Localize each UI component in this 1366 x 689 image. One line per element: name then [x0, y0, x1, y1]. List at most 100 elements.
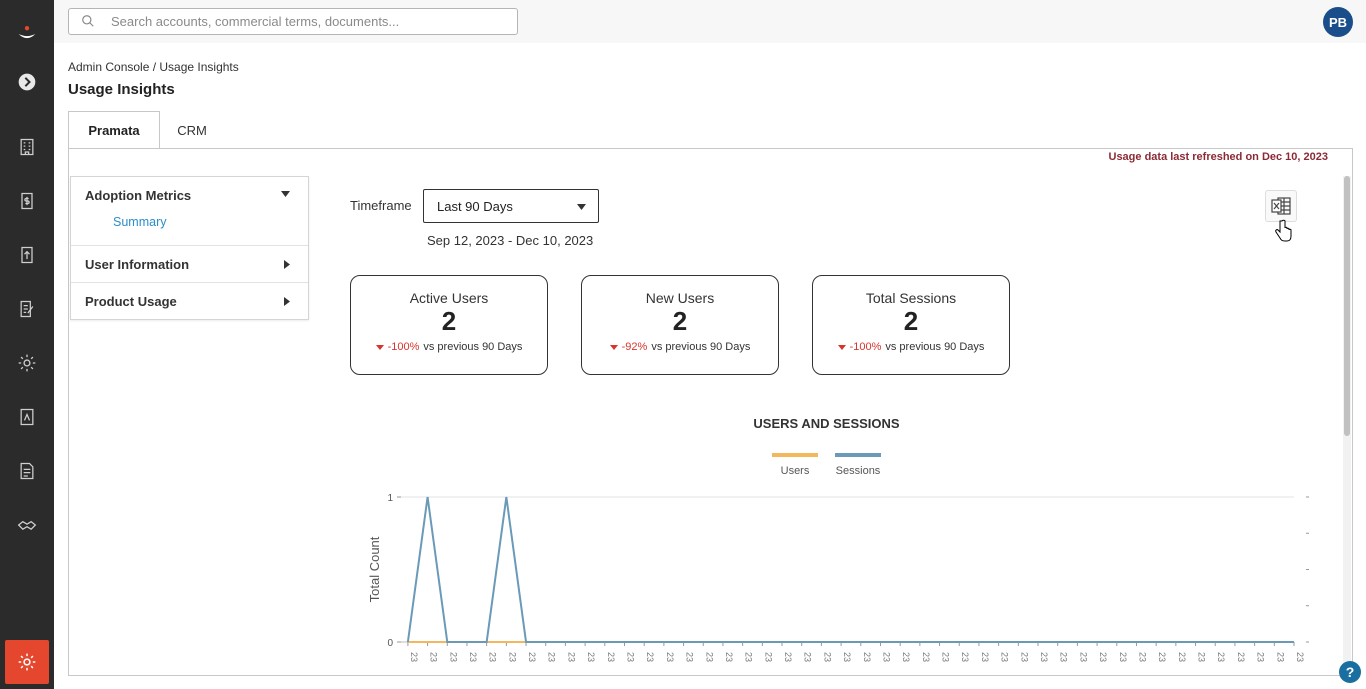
x-tick-label: 23 [744, 652, 754, 662]
kpi-value: 2 [441, 306, 457, 336]
x-tick-label: 23 [1177, 652, 1187, 662]
x-tick-label: 23 [1216, 652, 1226, 662]
x-tick-label: 23 [901, 652, 911, 662]
gear-icon[interactable] [0, 343, 54, 383]
x-tick-label: 23 [547, 652, 557, 662]
dollar-document-icon[interactable] [0, 181, 54, 221]
date-range: Sep 12, 2023 - Dec 10, 2023 [427, 233, 594, 248]
x-tick-label: 23 [527, 652, 537, 662]
kpi-delta: -100% vs previous 90 Days [813, 341, 1009, 353]
building-icon[interactable] [0, 127, 54, 167]
handshake-icon[interactable] [0, 505, 54, 545]
x-tick-label: 23 [862, 652, 872, 662]
nav-section-user-information: User Information [71, 246, 308, 283]
global-search[interactable] [68, 8, 518, 35]
x-tick-label: 23 [724, 652, 734, 662]
timeframe-label: Timeframe [350, 198, 412, 213]
kpi-delta: -92% vs previous 90 Days [582, 341, 778, 353]
scrollbar-thumb[interactable] [1344, 176, 1350, 436]
expand-sidebar-button[interactable] [0, 62, 54, 102]
kpi-delta-percent: -92% [621, 341, 648, 353]
x-tick-label: 23 [1295, 652, 1305, 662]
export-excel-button[interactable] [1265, 190, 1297, 222]
x-tick-label: 23 [1019, 652, 1029, 662]
x-tick-label: 23 [448, 652, 458, 662]
contract-icon[interactable] [0, 451, 54, 491]
scrollbar[interactable] [1343, 176, 1351, 676]
nav-item-summary[interactable]: Summary [113, 215, 167, 229]
avatar[interactable]: PB [1323, 7, 1353, 37]
x-tick-label: 23 [409, 652, 419, 662]
down-arrow-icon [837, 344, 846, 350]
x-tick-label: 23 [921, 652, 931, 662]
legend-item-users[interactable]: Users [772, 453, 818, 477]
x-tick-label: 23 [468, 652, 478, 662]
nav-section-header[interactable]: User Information [85, 256, 190, 272]
nav-section-product-usage: Product Usage [71, 283, 308, 319]
caret-right-icon [284, 260, 290, 269]
x-tick-label: 23 [1236, 652, 1246, 662]
brand-logo[interactable] [0, 14, 54, 54]
down-arrow-icon [609, 344, 618, 350]
nav-section-header[interactable]: Product Usage [85, 293, 177, 309]
x-tick-label: 23 [980, 652, 990, 662]
x-tick-label: 23 [941, 652, 951, 662]
kpi-title: New Users [645, 290, 715, 306]
x-tick-label: 23 [1157, 652, 1167, 662]
x-tick-label: 23 [685, 652, 695, 662]
help-button[interactable]: ? [1339, 661, 1361, 683]
kpi-delta-suffix: vs previous 90 Days [423, 341, 523, 353]
caret-right-icon [284, 297, 290, 306]
admin-console-button[interactable] [5, 640, 49, 684]
kpi-value: 2 [903, 306, 919, 336]
x-tick-label: 23 [1118, 652, 1128, 662]
report-icon[interactable] [0, 397, 54, 437]
chart-title: USERS AND SESSIONS [753, 416, 900, 431]
legend-item-sessions[interactable]: Sessions [835, 453, 881, 477]
x-tick-label: 23 [566, 652, 576, 662]
timeframe-value: Last 90 Days [437, 198, 513, 214]
caret-down-icon [281, 191, 290, 197]
x-tick-label: 23 [625, 652, 635, 662]
legend-label: Users [780, 465, 810, 477]
kpi-delta-percent: -100% [387, 341, 420, 353]
caret-down-icon [577, 204, 586, 210]
nav-section-adoption-metrics: Adoption Metrics Summary [71, 177, 308, 246]
y-axis-label: Total Count [367, 536, 382, 602]
tab-pramata[interactable]: Pramata [68, 111, 160, 149]
edit-document-icon[interactable] [0, 289, 54, 329]
x-tick-label: 23 [960, 652, 970, 662]
timeframe-select[interactable]: Last 90 Days [423, 189, 599, 223]
legend-swatch [772, 453, 818, 457]
y-tick-label: 1 [387, 493, 393, 504]
top-bar: PB [54, 0, 1366, 43]
search-input[interactable] [111, 14, 501, 29]
kpi-card-new-users: New Users 2 -92% vs previous 90 Days [581, 275, 779, 375]
tab-crm[interactable]: CRM [177, 122, 207, 138]
kpi-title: Active Users [409, 290, 489, 306]
left-sidebar [0, 0, 54, 689]
x-tick-label: 23 [645, 652, 655, 662]
x-tick-label: 23 [1039, 652, 1049, 662]
x-tick-label: 23 [803, 652, 813, 662]
x-tick-label: 23 [842, 652, 852, 662]
content-panel: Usage data last refreshed on Dec 10, 202… [68, 148, 1353, 676]
excel-icon [1271, 197, 1291, 215]
kpi-title: Total Sessions [865, 290, 957, 306]
kpi-delta-percent: -100% [849, 341, 882, 353]
series-line-sessions [406, 496, 1294, 643]
x-tick-label: 23 [783, 652, 793, 662]
admin-gear-icon [18, 653, 36, 671]
x-tick-label: 23 [1078, 652, 1088, 662]
nav-section-header[interactable]: Adoption Metrics [85, 187, 192, 203]
x-tick-label: 23 [1137, 652, 1147, 662]
x-tick-label: 23 [1000, 652, 1010, 662]
legend-label: Sessions [835, 465, 881, 477]
x-tick-label: 23 [1098, 652, 1108, 662]
y-tick-label: 0 [387, 638, 393, 649]
down-arrow-icon [375, 344, 384, 350]
legend-swatch [835, 453, 881, 457]
kpi-value: 2 [672, 306, 688, 336]
upload-icon[interactable] [0, 235, 54, 275]
x-tick-label: 23 [488, 652, 498, 662]
